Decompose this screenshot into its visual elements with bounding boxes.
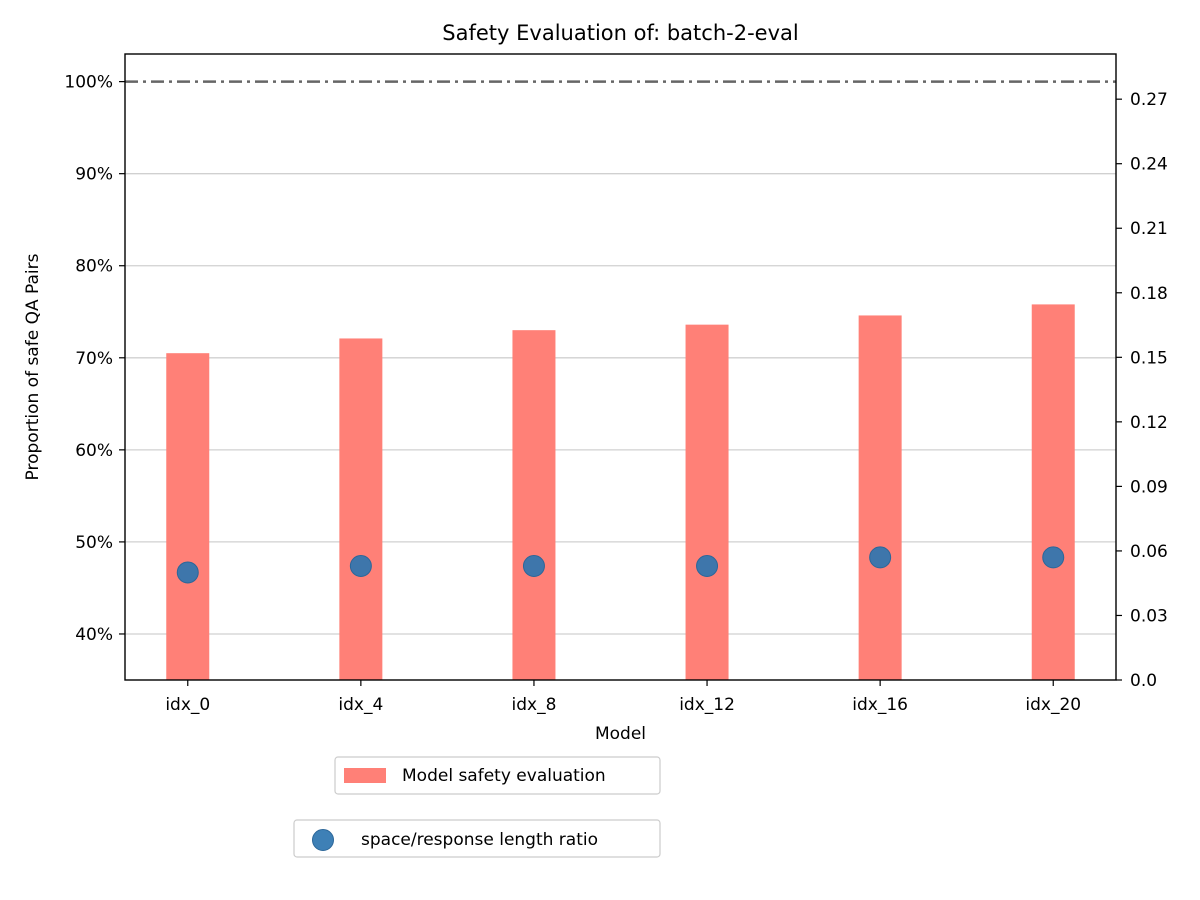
legend-bar-series: Model safety evaluation [334, 756, 661, 795]
y2-tick-label: 0.12 [1130, 413, 1168, 433]
bar [339, 338, 383, 680]
bar-series [166, 304, 1075, 680]
y2-tick-label: 0.03 [1130, 606, 1168, 626]
y-tick-label: 90% [75, 165, 113, 185]
scatter-point [869, 546, 892, 569]
x-axis-ticks: idx_0 idx_4 idx_8 idx_12 idx_16 idx_20 [165, 680, 1081, 715]
x-tick-label: idx_4 [338, 695, 383, 715]
scatter-point [349, 554, 372, 577]
bar [166, 353, 210, 680]
x-tick-label: idx_20 [1025, 695, 1081, 715]
grid-lines [125, 173, 1116, 635]
y2-tick-label: 0.21 [1130, 219, 1168, 239]
scatter-series [176, 546, 1065, 584]
legend-scatter-series: space/response length ratio [293, 819, 661, 858]
scatter-point [696, 554, 719, 577]
y2-tick-label: 0.06 [1130, 542, 1168, 562]
y-tick-label: 50% [75, 533, 113, 553]
y-tick-label: 80% [75, 257, 113, 277]
bar [685, 324, 729, 680]
bar [858, 315, 902, 680]
scatter-point [1042, 546, 1065, 569]
y2-tick-label: 0.09 [1130, 477, 1168, 497]
y2-axis-ticks: 0.0 0.03 0.06 0.09 0.12 0.15 0.18 0.21 0.24 0.27 [1116, 90, 1168, 691]
legend-point-swatch [312, 829, 334, 851]
chart-title: Safety Evaluation of: batch-2-eval [442, 21, 798, 45]
y-tick-label: 100% [64, 73, 113, 93]
y2-tick-label: 0.18 [1130, 284, 1168, 304]
y-tick-label: 40% [75, 625, 113, 645]
x-tick-label: idx_0 [165, 695, 210, 715]
x-tick-label: idx_8 [512, 695, 557, 715]
legend-bar-swatch [344, 768, 386, 783]
legend-box [293, 819, 661, 858]
y2-tick-label: 0.15 [1130, 348, 1168, 368]
y-tick-label: 60% [75, 441, 113, 461]
y-axis-ticks: 40% 50% 60% 70% 80% 90% 100% [64, 73, 125, 645]
legend-point-label: space/response length ratio [361, 830, 598, 850]
x-tick-label: idx_12 [679, 695, 735, 715]
scatter-point [522, 554, 545, 577]
y2-tick-label: 0.27 [1130, 90, 1168, 110]
y-axis-label: Proportion of safe QA Pairs [23, 253, 43, 480]
bar [512, 330, 556, 680]
y-tick-label: 70% [75, 349, 113, 369]
legend-box [334, 756, 661, 795]
legend-bar-label: Model safety evaluation [402, 766, 606, 786]
y2-tick-label: 0.24 [1130, 155, 1168, 175]
scatter-point [176, 561, 199, 584]
y2-tick-label: 0.0 [1130, 671, 1157, 691]
plot-frame [124, 53, 1117, 681]
x-axis-label: Model [595, 724, 646, 744]
x-tick-label: idx_16 [852, 695, 908, 715]
bar [1031, 304, 1075, 680]
